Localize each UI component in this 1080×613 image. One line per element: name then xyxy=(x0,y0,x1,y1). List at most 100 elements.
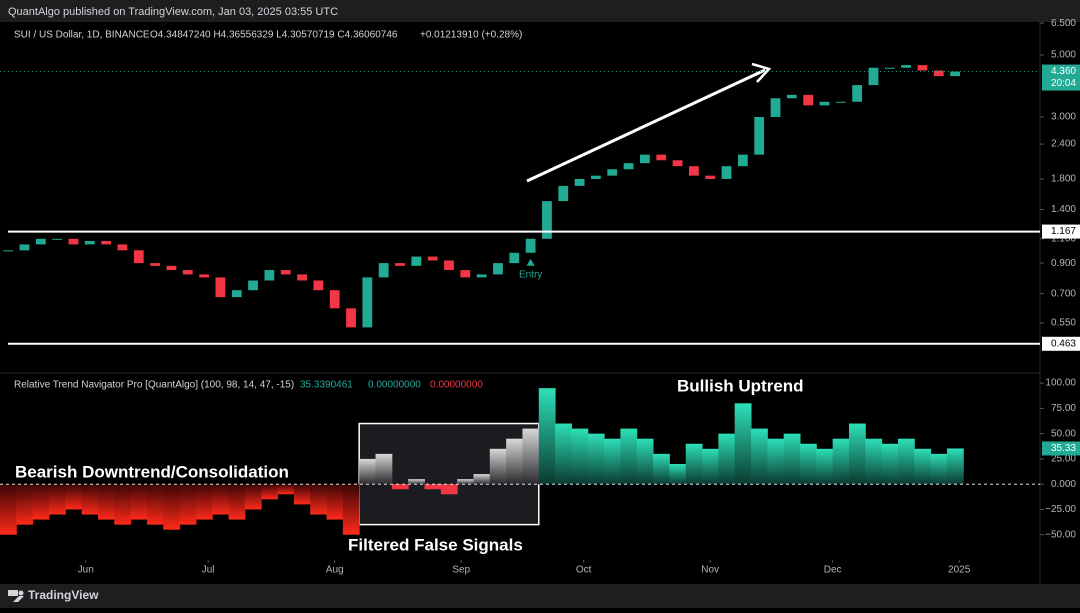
candle xyxy=(835,101,846,103)
oscillator-bar xyxy=(848,423,866,485)
candle xyxy=(362,277,373,328)
level-box xyxy=(1042,336,1080,351)
candle xyxy=(231,290,242,298)
candle xyxy=(166,265,177,271)
oscillator-bar xyxy=(326,484,344,520)
candle xyxy=(329,290,340,309)
candle xyxy=(688,166,699,176)
oscillator-bar xyxy=(277,484,295,495)
candle xyxy=(101,240,112,245)
oscillator-bar xyxy=(391,484,409,490)
candle xyxy=(672,160,683,167)
oscillator-bar xyxy=(375,453,393,485)
y-tick-label: 50.00 xyxy=(1051,428,1076,439)
brand: TradingView xyxy=(28,588,99,602)
oscillator-bar xyxy=(669,463,687,485)
y-tick-label: 0.550 xyxy=(1051,318,1076,329)
candle xyxy=(884,67,895,69)
x-tick-label: 2025 xyxy=(948,565,971,576)
oscillator-bar xyxy=(81,484,99,515)
candle xyxy=(591,175,601,179)
oscillator-bar xyxy=(783,433,801,485)
candle xyxy=(150,263,160,266)
oscillator-bar xyxy=(832,438,850,485)
candle xyxy=(754,116,765,155)
oscillator-bar xyxy=(0,484,17,535)
oscillator-bar xyxy=(702,448,719,485)
oscillator-bar xyxy=(636,438,654,485)
oscillator-bar xyxy=(65,484,83,510)
candle xyxy=(395,263,405,266)
annotation: Bearish Downtrend/Consolidation xyxy=(15,462,289,481)
oscillator-bar xyxy=(48,484,66,515)
candle xyxy=(770,98,781,117)
oscillator-bar xyxy=(212,484,230,515)
candle xyxy=(786,94,797,99)
candle xyxy=(476,274,487,278)
oscillator-bar xyxy=(261,484,279,500)
candle xyxy=(656,154,667,161)
oscillator-bar xyxy=(897,438,915,485)
candle xyxy=(133,250,144,264)
candle xyxy=(950,71,960,77)
candle xyxy=(525,238,536,253)
oscillator-bar xyxy=(653,453,670,485)
oscillator-bar xyxy=(244,484,262,510)
oscillator-bar xyxy=(522,428,540,485)
oscillator-bar xyxy=(914,448,932,485)
oscillator-bar xyxy=(620,428,638,485)
arrow-head xyxy=(751,62,772,83)
x-tick-label: Nov xyxy=(701,565,719,576)
x-tick-label: Jun xyxy=(78,565,94,576)
candle xyxy=(819,101,830,106)
oscillator-bar xyxy=(146,484,164,525)
candle xyxy=(199,274,209,278)
candle xyxy=(640,154,650,164)
oscillator-bar xyxy=(489,448,507,485)
y-tick-label: 100.00 xyxy=(1045,378,1076,389)
last-price-box xyxy=(1042,64,1080,91)
published-text: QuantAlgo published on TradingView.com, … xyxy=(8,6,338,18)
y-tick-label: −50.00 xyxy=(1045,529,1076,540)
oscillator-bar xyxy=(440,484,458,495)
entry-marker xyxy=(526,258,535,266)
oscillator-bar xyxy=(930,453,948,485)
oscillator-bar xyxy=(457,479,474,485)
y-tick-label: 6.500 xyxy=(1051,18,1076,29)
y-tick-label: 2.400 xyxy=(1051,139,1076,150)
oscillator-bar xyxy=(310,484,328,515)
last-price-label: 4.360 xyxy=(1051,66,1076,77)
y-tick-label: 0.000 xyxy=(1051,479,1076,490)
annotation: Bullish Uptrend xyxy=(677,376,804,395)
oscillator-bar xyxy=(408,479,425,485)
candle xyxy=(297,274,307,281)
candle xyxy=(444,260,454,271)
level-box xyxy=(1042,224,1080,239)
oscillator-bar xyxy=(800,443,817,485)
oscillator-bar xyxy=(293,484,311,505)
candle xyxy=(803,94,814,106)
y-tick-label: 5.000 xyxy=(1051,50,1076,61)
last-value-label: 35.33 xyxy=(1051,443,1076,454)
oscillator-bar xyxy=(130,484,148,520)
oscillator-bar xyxy=(342,484,360,535)
trend-arrow xyxy=(526,68,766,183)
oscillator-bar xyxy=(734,403,752,485)
oscillator-bar xyxy=(16,484,34,525)
candle xyxy=(542,201,552,239)
level-label: 1.167 xyxy=(1051,226,1076,237)
ohlc: O4.34847240 H4.36556329 L4.30570719 C4.3… xyxy=(150,30,398,41)
candle xyxy=(378,263,389,278)
y-tick-label: 3.000 xyxy=(1051,112,1076,123)
oscillator-bar xyxy=(685,443,703,485)
candle xyxy=(3,250,14,252)
candle xyxy=(705,175,716,179)
oscillator-bar xyxy=(538,388,556,485)
oscillator-bar xyxy=(767,438,785,485)
y-tick-label: 25.00 xyxy=(1051,454,1076,465)
candle xyxy=(737,154,748,167)
countdown: 20:04 xyxy=(1051,78,1076,89)
oscillator-bar xyxy=(114,484,132,525)
symbol-title: SUI / US Dollar, 1D, BINANCE xyxy=(14,30,150,41)
candle xyxy=(248,280,258,291)
